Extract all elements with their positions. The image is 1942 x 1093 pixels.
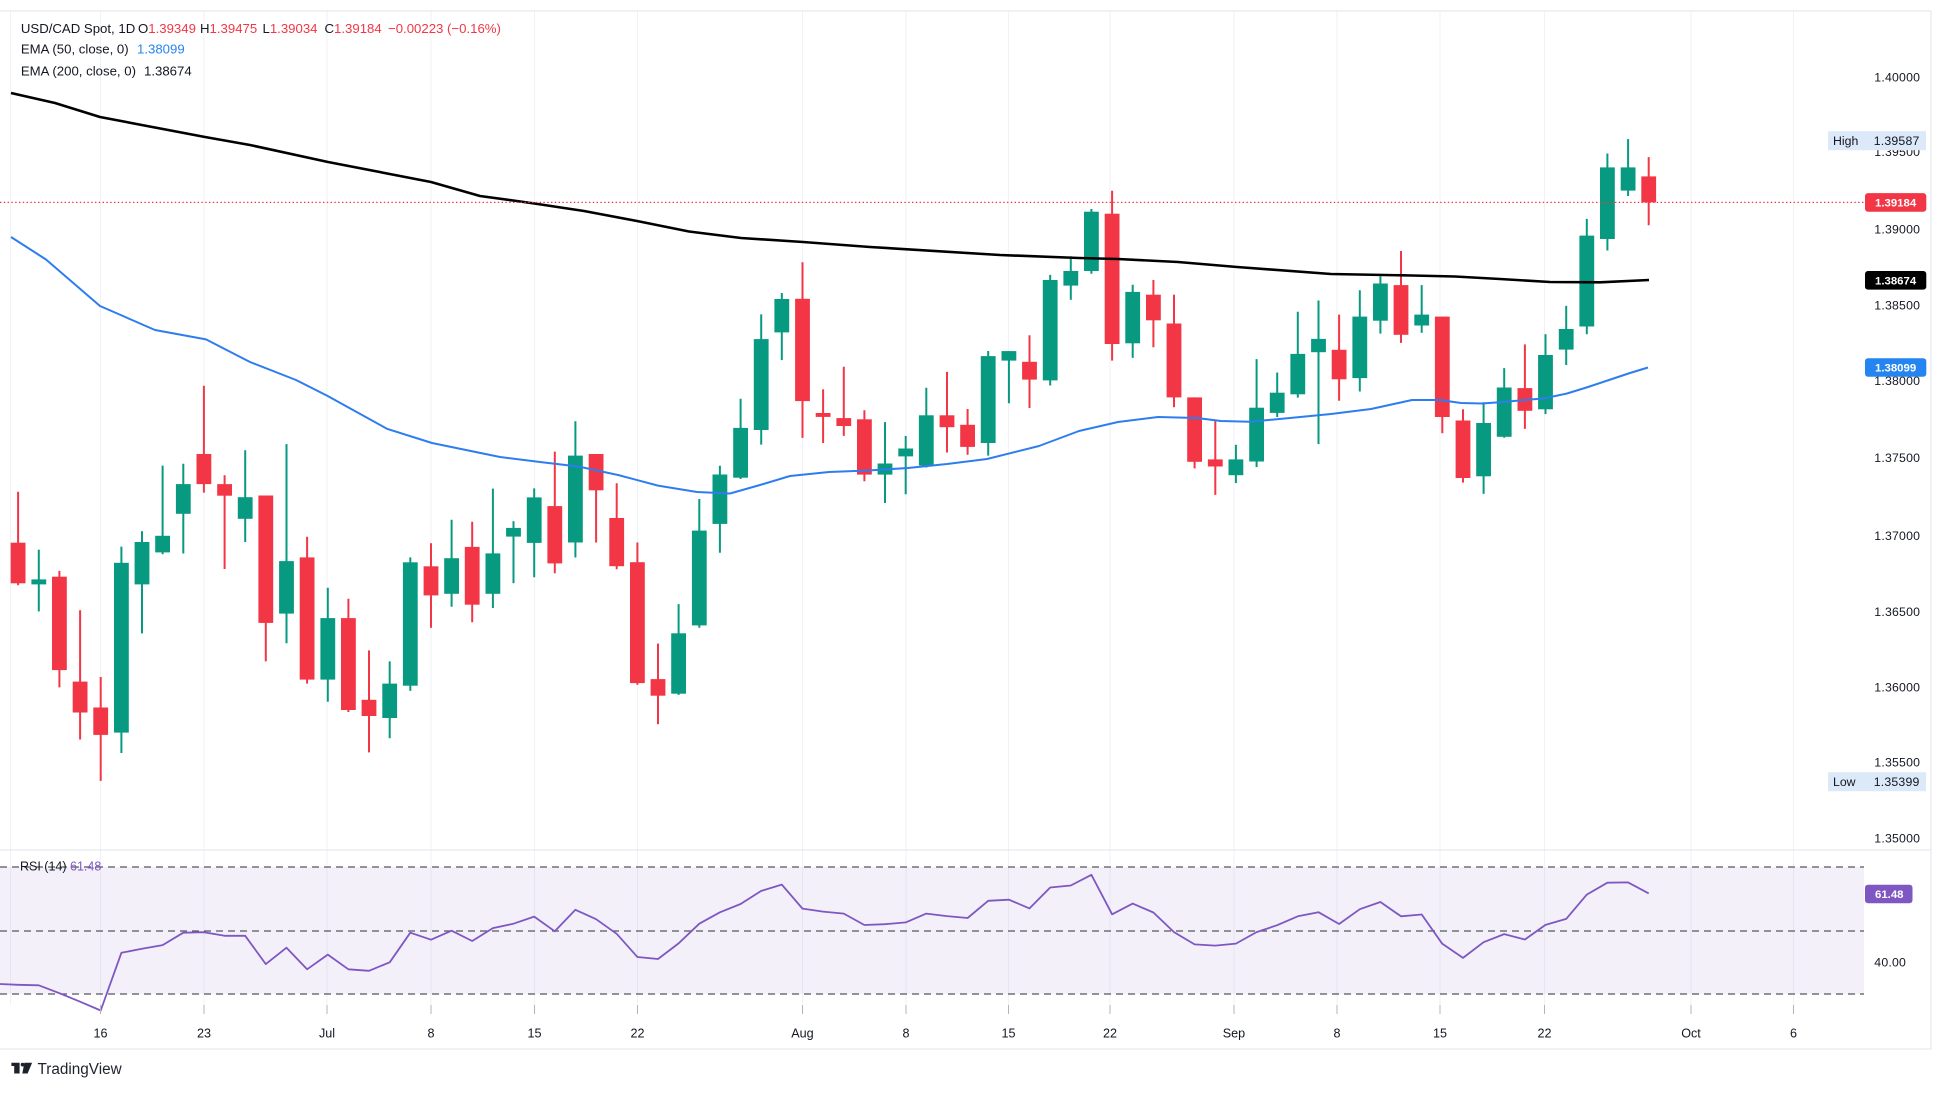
svg-text:Low: Low	[1833, 775, 1856, 789]
svg-text:EMA (50, close, 0)1.38099: EMA (50, close, 0) 1.38099	[21, 42, 185, 57]
svg-text:1.35399: 1.35399	[1874, 775, 1920, 789]
svg-text:15: 15	[1001, 1027, 1015, 1041]
svg-text:1.39000: 1.39000	[1874, 222, 1920, 236]
svg-text:22: 22	[1537, 1027, 1551, 1041]
svg-text:23: 23	[197, 1027, 211, 1041]
svg-text:40.00: 40.00	[1874, 956, 1906, 970]
svg-text:1.36500: 1.36500	[1874, 605, 1920, 619]
svg-text:EMA (200, close, 0)1.38674: EMA (200, close, 0) 1.38674	[21, 64, 192, 79]
svg-text:1.39587: 1.39587	[1874, 134, 1920, 148]
svg-text:8: 8	[902, 1027, 909, 1041]
svg-text:Jul: Jul	[319, 1027, 335, 1041]
svg-text:1.37500: 1.37500	[1874, 451, 1920, 465]
svg-text:Oct: Oct	[1681, 1027, 1701, 1041]
svg-text:1.35500: 1.35500	[1874, 755, 1920, 769]
svg-text:8: 8	[427, 1027, 434, 1041]
svg-text:1.37000: 1.37000	[1874, 529, 1920, 543]
svg-text:Aug: Aug	[791, 1027, 813, 1041]
svg-text:15: 15	[1433, 1027, 1447, 1041]
svg-text:8: 8	[1333, 1027, 1340, 1041]
svg-text:1.38099: 1.38099	[1875, 363, 1916, 375]
svg-text:High: High	[1833, 134, 1858, 148]
svg-text:1.38674: 1.38674	[1875, 275, 1917, 287]
svg-text:RSI (14) 61.48: RSI (14) 61.48	[20, 860, 101, 874]
svg-text:1.39184: 1.39184	[1875, 198, 1917, 210]
svg-text:1.38000: 1.38000	[1874, 374, 1920, 388]
svg-text:22: 22	[1103, 1027, 1117, 1041]
svg-text:1.35000: 1.35000	[1874, 831, 1920, 845]
svg-text:1.38500: 1.38500	[1874, 298, 1920, 312]
svg-text:1.36000: 1.36000	[1874, 680, 1920, 694]
svg-text:16: 16	[93, 1027, 107, 1041]
svg-text:Sep: Sep	[1223, 1027, 1245, 1041]
svg-text:15: 15	[527, 1027, 541, 1041]
svg-text:61.48: 61.48	[1875, 889, 1904, 901]
svg-text:22: 22	[630, 1027, 644, 1041]
svg-text:1.40000: 1.40000	[1874, 70, 1920, 84]
svg-text:6: 6	[1790, 1027, 1797, 1041]
svg-text:TradingView: TradingView	[38, 1061, 123, 1078]
